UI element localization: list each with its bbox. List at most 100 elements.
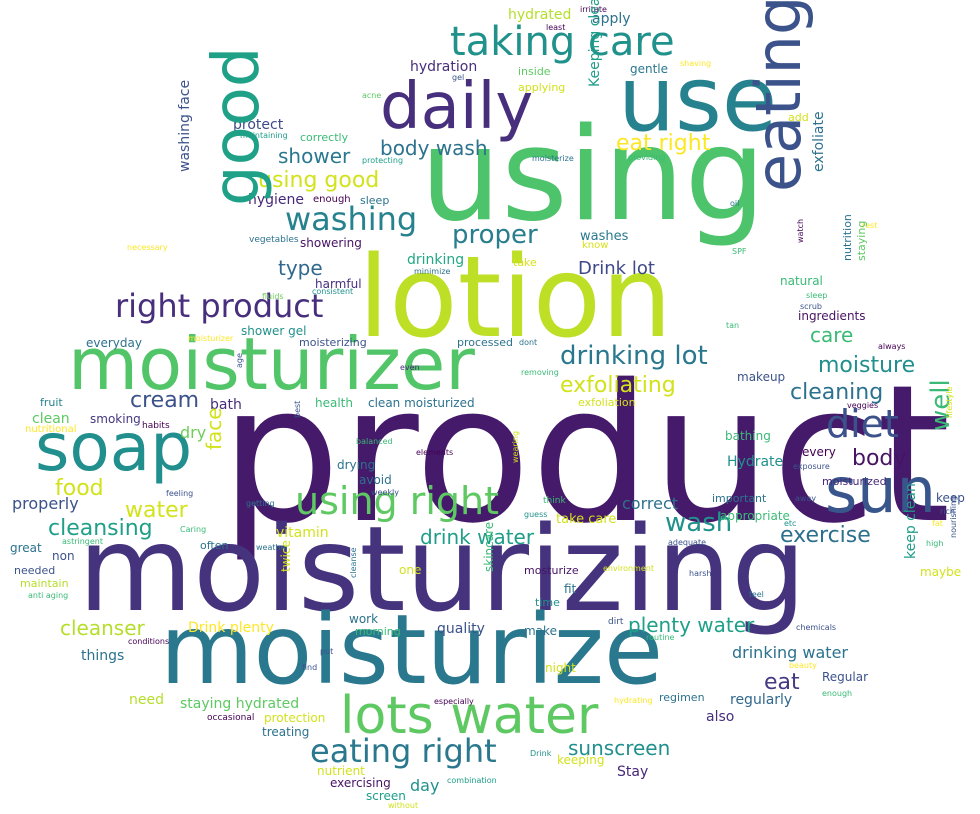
- word-without: without: [388, 801, 419, 810]
- word-screen: screen: [366, 789, 406, 803]
- word-good: good: [200, 46, 274, 206]
- word-plenty-water: plenty water: [628, 613, 755, 637]
- word-feel: feel: [749, 590, 764, 599]
- word-right-product: right product: [115, 287, 324, 325]
- word-staying: staying: [855, 220, 868, 261]
- word-drinking: drinking: [407, 252, 465, 268]
- word-consistent: consistent: [312, 287, 354, 296]
- word-drink: Drink: [530, 749, 552, 758]
- word-one: one: [399, 563, 422, 577]
- word-protecting: protecting: [362, 156, 404, 165]
- word-twice: twice: [279, 540, 293, 572]
- word-drying: drying: [337, 458, 376, 472]
- word-moisturized: moisturized: [822, 475, 887, 488]
- word-everyday: everyday: [86, 336, 142, 350]
- word-cream: cream: [130, 388, 200, 413]
- word-drinking-water: drinking water: [732, 643, 848, 662]
- word-night: night: [545, 661, 576, 675]
- word-regimen: regimen: [659, 691, 705, 704]
- word-regular: Regular: [822, 670, 869, 684]
- word-wash: wash: [665, 508, 733, 538]
- word-applying: applying: [518, 81, 566, 94]
- word-age: age: [235, 353, 244, 368]
- word-bathing: bathing: [725, 429, 771, 443]
- word-moisture: moisture: [818, 353, 916, 378]
- word-adequate: adequate: [668, 538, 707, 547]
- word-sun: sun: [825, 454, 936, 527]
- word-eating-right: eating right: [310, 732, 497, 770]
- word-food: food: [55, 476, 104, 501]
- word-astringent: astringent: [62, 537, 103, 546]
- word-nutritional: nutritional: [25, 424, 77, 435]
- word-body: body: [852, 446, 907, 471]
- word-gentle: gentle: [630, 62, 669, 76]
- word-shower-gel: shower gel: [241, 324, 307, 338]
- word-beauty: beauty: [789, 661, 817, 670]
- word-shower: shower: [278, 144, 351, 168]
- word-moisturizer: moisturizer: [68, 322, 475, 406]
- word-dry: dry: [180, 423, 207, 442]
- word-best: best: [293, 400, 302, 418]
- word-dirt: dirt: [608, 617, 624, 627]
- word-needed: needed: [14, 564, 56, 577]
- word-drink-plenty: Drink plenty: [188, 620, 274, 636]
- word-lifestyle: lifestyle: [945, 386, 954, 418]
- word-morning: morning: [355, 625, 401, 638]
- word-keep-clean: keep clean: [903, 483, 919, 559]
- word-treating: treating: [262, 725, 310, 739]
- word-fluids: fluids: [262, 292, 284, 301]
- word-nutrient: nutrient: [317, 764, 365, 778]
- word-balanced: balanced: [356, 437, 393, 446]
- word-clean-moisturized: clean moisturized: [368, 396, 475, 410]
- word-lotion: lotion: [358, 233, 673, 363]
- word-put: put: [320, 647, 334, 656]
- word-least: least: [546, 23, 566, 32]
- word-cleaning: cleaning: [790, 380, 884, 405]
- word-take-care: take care: [556, 512, 617, 527]
- word-high: high: [926, 539, 944, 548]
- word-makeup: makeup: [737, 370, 786, 384]
- word-diet: diet: [826, 402, 899, 446]
- word-smoking: smoking: [90, 412, 141, 426]
- word-away: away: [795, 494, 817, 503]
- word-non: non: [52, 549, 75, 563]
- word-eat: eat: [764, 670, 800, 695]
- word-make: make: [524, 624, 557, 638]
- word-hydration: hydration: [410, 59, 478, 75]
- word-correctly: correctly: [300, 131, 349, 144]
- word-watch: watch: [796, 218, 805, 243]
- word-wearing: wearing: [511, 430, 520, 463]
- word-cleansing: cleansing: [48, 516, 153, 541]
- word-enough: enough: [822, 689, 853, 698]
- word-vegetables: vegetables: [249, 235, 299, 245]
- word-weather: weather: [256, 543, 289, 552]
- word-oil: oil: [730, 199, 740, 208]
- word-eat-right: eat right: [616, 131, 711, 156]
- word-habits: habits: [142, 421, 170, 431]
- word-exfoliation: exfoliation: [578, 396, 636, 409]
- word-add: add: [788, 111, 809, 124]
- word-type: type: [278, 256, 323, 280]
- word-tan: tan: [726, 321, 740, 330]
- word-irritate: irritate: [580, 5, 607, 14]
- word-washing: washing: [285, 200, 418, 238]
- word-soap: soap: [35, 409, 193, 486]
- word-combination: combination: [447, 776, 497, 785]
- word-washes: washes: [580, 229, 629, 244]
- word-stay: Stay: [617, 764, 649, 780]
- word-getting: getting: [246, 499, 275, 508]
- word-maybe: maybe: [920, 565, 962, 579]
- word-maintaining: maintaining: [240, 131, 288, 140]
- word-removing: removing: [521, 368, 559, 377]
- word-skincare: skincare: [482, 521, 496, 572]
- word-environment: environment: [603, 564, 654, 573]
- word-exposure: exposure: [793, 462, 830, 471]
- word-nutrition: nutrition: [841, 214, 854, 261]
- word-cleanse: cleanse: [349, 547, 358, 578]
- word-work: work: [349, 612, 379, 626]
- word-use: use: [618, 47, 778, 152]
- word-scrub: scrub: [800, 302, 823, 311]
- word-fat: fat: [932, 519, 943, 528]
- word-exercising: exercising: [330, 776, 391, 790]
- word-even: even: [400, 363, 420, 372]
